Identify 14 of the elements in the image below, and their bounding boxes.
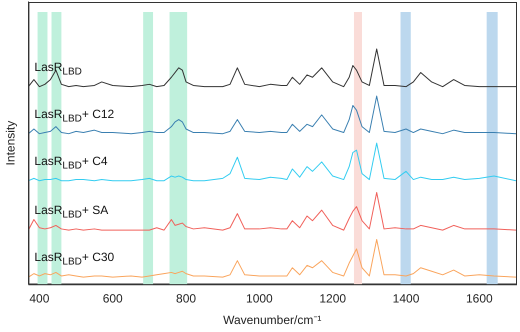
series-label: LasR$_{LBD}$+ C30 xyxy=(34,250,114,270)
series-label: LasR$_{LBD}$+ C4 xyxy=(34,154,108,174)
series-label: LasR$_{LBD}$+ SA xyxy=(34,203,108,222)
x-tick-label: 1000 xyxy=(246,292,274,306)
x-tick-label: 1200 xyxy=(319,292,346,306)
x-tick-label: 800 xyxy=(176,292,196,306)
x-tick-label: 1600 xyxy=(466,292,494,306)
x-tick-label: 400 xyxy=(29,292,50,306)
x-tick-label: 1400 xyxy=(392,292,420,306)
y-axis-title: Intensity xyxy=(4,120,18,166)
series-label: LasR$_{LBD}$ xyxy=(34,60,82,80)
x-tick-label: 600 xyxy=(102,292,124,306)
series-label: LasR$_{LBD}$+ C12 xyxy=(34,106,114,126)
x-axis-title: Wavenumber/cm⁻¹ xyxy=(223,313,322,328)
